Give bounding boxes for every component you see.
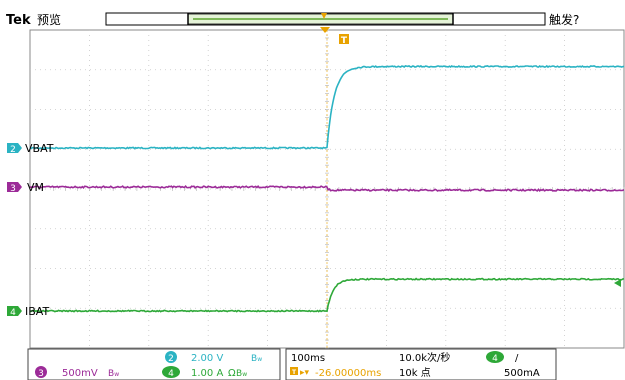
svg-text:3: 3 bbox=[38, 369, 44, 379]
trigger-time-marker[interactable] bbox=[320, 27, 330, 33]
svg-text:4: 4 bbox=[10, 308, 16, 318]
svg-text:2: 2 bbox=[10, 145, 16, 155]
svg-text:2: 2 bbox=[168, 354, 174, 364]
graticule-grid bbox=[29, 29, 625, 349]
trigger-level-marker[interactable] bbox=[614, 279, 621, 287]
waveform-traces bbox=[29, 64, 625, 313]
trigger-level[interactable]: 500mA bbox=[504, 368, 540, 379]
ch4-scale: 1.00 A bbox=[191, 368, 223, 379]
ch3-scale: 500mV bbox=[62, 368, 98, 379]
position-icon: T ▸▾ bbox=[290, 367, 310, 378]
series-label-vbat: VBAT bbox=[25, 142, 54, 155]
svg-text:3: 3 bbox=[10, 184, 16, 194]
readout-panel: 2 2.00 V Bw 3 500mV Bw 4 1.00 A Ω Bw 100… bbox=[27, 348, 557, 380]
ch4-termination: Ω bbox=[228, 368, 236, 379]
plot-area bbox=[29, 29, 625, 349]
svg-text:▸▾: ▸▾ bbox=[300, 368, 310, 378]
trigger-slope: / bbox=[515, 353, 519, 364]
record-length: 10k 点 bbox=[399, 367, 431, 379]
svg-text:T: T bbox=[341, 36, 348, 46]
mode-label: 预览 bbox=[37, 12, 61, 27]
trigger-t-icon: T bbox=[339, 34, 349, 46]
channel-4-marker[interactable]: 4 bbox=[7, 306, 22, 318]
ch2-bandwidth-icon: Bw bbox=[251, 354, 262, 364]
ch2-badge[interactable]: 2 bbox=[165, 351, 177, 364]
trace-vbat bbox=[29, 64, 625, 150]
ch4-bandwidth-icon: Bw bbox=[236, 369, 247, 379]
svg-text:4: 4 bbox=[492, 354, 498, 364]
brand-label: Tek bbox=[6, 13, 31, 28]
trigger-source-badge[interactable]: 4 bbox=[486, 351, 504, 364]
record-overview-bar[interactable] bbox=[105, 12, 546, 26]
channel-2-marker[interactable]: 2 bbox=[7, 143, 22, 155]
svg-text:T: T bbox=[292, 369, 297, 376]
ch3-bandwidth-icon: Bw bbox=[108, 369, 119, 379]
series-label-ibat: IBAT bbox=[25, 305, 49, 318]
trace-ibat bbox=[29, 277, 625, 313]
acquisition-status: 触发? bbox=[549, 12, 579, 27]
ch3-badge[interactable]: 3 bbox=[35, 366, 47, 379]
svg-text:4: 4 bbox=[168, 369, 174, 379]
ch2-scale: 2.00 V bbox=[191, 353, 223, 364]
ch4-badge[interactable]: 4 bbox=[162, 366, 180, 379]
trace-vm bbox=[29, 184, 625, 193]
timebase[interactable]: 100ms bbox=[291, 353, 325, 364]
channel-3-marker[interactable]: 3 bbox=[7, 182, 22, 194]
horizontal-position[interactable]: -26.00000ms bbox=[315, 368, 381, 379]
sample-rate: 10.0k次/秒 bbox=[399, 351, 450, 364]
series-label-vm: VM bbox=[27, 181, 44, 194]
trigger-position-marker bbox=[321, 13, 327, 19]
